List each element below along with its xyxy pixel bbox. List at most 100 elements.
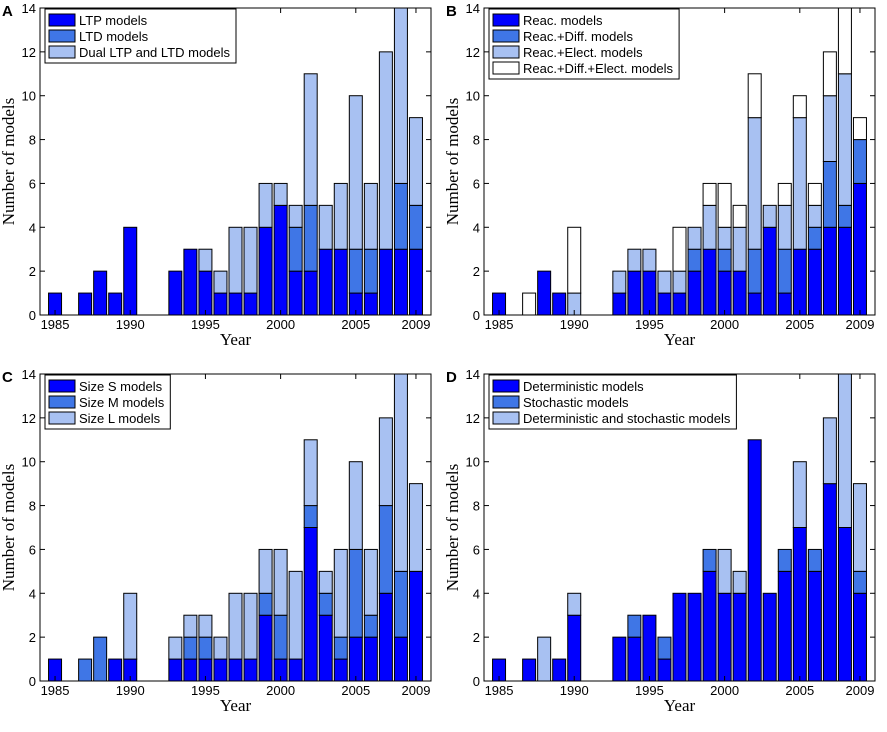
bar-reac-models-1999 (702, 248, 717, 316)
bar-ltp-models-1989 (108, 292, 123, 316)
y-tick-label: 0 (473, 308, 480, 323)
y-tick-label: 0 (29, 308, 36, 323)
legend-label-ltd-models: LTD models (79, 29, 149, 44)
bar-deterministic-models-1996 (657, 658, 672, 682)
bar-dual-ltp-and-ltd-models-2009 (408, 117, 423, 206)
bar-reac-diff-elect-models-2009 (852, 117, 867, 141)
bar-ltp-models-1988 (93, 270, 108, 316)
y-tick-label: 0 (473, 674, 480, 689)
bar-deterministic-models-2005 (792, 527, 807, 682)
bar-ltp-models-2009 (408, 248, 423, 316)
y-tick-label: 12 (466, 411, 480, 426)
bar-dual-ltp-and-ltd-models-2008 (393, 7, 408, 184)
y-tick-label: 8 (473, 499, 480, 514)
bar-ltp-models-1999 (258, 226, 273, 316)
panel-b-chart: 0 2 4 6 8 10 12 14 1985 1990 1995 2000 2005 2009 Year N… (443, 1, 876, 349)
y-tick-label: 10 (22, 455, 36, 470)
bar-deterministic-and-stochastic-models-2000 (717, 548, 732, 594)
y-tick-label: 14 (22, 367, 36, 382)
bar-dual-ltp-and-ltd-models-1998 (243, 226, 258, 294)
bar-size-s-models-2008 (393, 636, 408, 682)
bar-ltp-models-1997 (228, 292, 243, 316)
bar-reac-elect-models-1993 (612, 270, 627, 294)
bar-reac-diff-models-2004 (777, 248, 792, 294)
bar-stochastic-models-1994 (627, 614, 642, 638)
x-axis: 1985 1990 1995 2000 2005 2009 (485, 8, 874, 332)
y-axis: 0 2 4 6 8 10 12 14 (22, 367, 431, 689)
legend-box (44, 8, 237, 64)
x-tick-label: 2000 (710, 683, 739, 698)
bar-ltd-models-2005 (348, 248, 363, 294)
bar-deterministic-models-1997 (672, 592, 687, 682)
bar-size-s-models-1997 (228, 658, 243, 682)
bar-dual-ltp-and-ltd-models-2005 (348, 95, 363, 250)
y-tick-label: 10 (22, 89, 36, 104)
bar-ltp-models-2001 (288, 270, 303, 316)
x-axis-title: Year (220, 696, 252, 715)
bar-ltd-models-2008 (393, 182, 408, 250)
x-tick-label: 1995 (191, 317, 220, 332)
y-tick-label: 10 (466, 89, 480, 104)
plot-frame (39, 7, 432, 316)
bar-size-l-models-2004 (333, 548, 348, 638)
bar-size-m-models-2007 (378, 505, 393, 594)
bar-dual-ltp-and-ltd-models-2000 (273, 182, 288, 206)
bar-size-l-models-1996 (213, 636, 228, 660)
bar-dual-ltp-and-ltd-models-2002 (303, 73, 318, 206)
bar-reac-models-2007 (822, 226, 837, 316)
legend-label-reac-diff-models: Reac.+Diff. models (523, 29, 633, 44)
bar-deterministic-models-1990 (567, 614, 582, 682)
x-tick-label: 2009 (846, 683, 875, 698)
y-axis: 0 2 4 6 8 10 12 14 (22, 1, 431, 323)
bar-dual-ltp-and-ltd-models-2007 (378, 51, 393, 250)
y-tick-label: 2 (473, 264, 480, 279)
legend-swatch-deterministic-and-stochastic-models (492, 411, 520, 425)
bar-reac-diff-models-2007 (822, 161, 837, 228)
x-tick-label: 2005 (341, 317, 370, 332)
bar-deterministic-and-stochastic-models-1990 (567, 592, 582, 616)
bar-dual-ltp-and-ltd-models-1999 (258, 182, 273, 228)
bar-size-m-models-2003 (318, 592, 333, 616)
bar-deterministic-and-stochastic-models-2007 (822, 417, 837, 485)
y-tick-label: 12 (22, 45, 36, 60)
bar-dual-ltp-and-ltd-models-1995 (198, 248, 213, 272)
legend-swatch-ltd-models (48, 29, 76, 43)
bar-size-l-models-2006 (363, 548, 378, 616)
panel-letter: C (2, 369, 13, 386)
bars (492, 7, 867, 316)
bar-size-m-models-1999 (258, 592, 273, 616)
bar-size-l-models-2005 (348, 461, 363, 550)
legend-box (488, 8, 680, 80)
y-tick-label: 0 (29, 674, 36, 689)
bar-reac-diff-models-2006 (807, 226, 822, 250)
legend-label-size-m-models: Size M models (79, 395, 165, 410)
y-tick-label: 4 (29, 220, 36, 235)
x-tick-label: 1995 (635, 683, 664, 698)
bar-reac-elect-models-1999 (702, 204, 717, 250)
bar-reac-diff-elect-models-2001 (732, 204, 747, 228)
bar-deterministic-and-stochastic-models-2008 (837, 373, 852, 528)
bar-reac-models-2000 (717, 270, 732, 316)
y-tick-label: 2 (29, 630, 36, 645)
x-tick-label: 2000 (266, 683, 295, 698)
bar-size-s-models-2005 (348, 636, 363, 682)
bar-dual-ltp-and-ltd-models-2006 (363, 182, 378, 250)
y-tick-label: 4 (473, 220, 480, 235)
y-tick-label: 6 (29, 176, 36, 191)
bar-ltd-models-2002 (303, 204, 318, 272)
bar-reac-elect-models-1995 (642, 248, 657, 272)
y-tick-label: 14 (466, 1, 480, 16)
bar-size-l-models-2001 (288, 570, 303, 660)
bar-size-l-models-2003 (318, 570, 333, 594)
y-tick-label: 2 (29, 264, 36, 279)
bar-reac-diff-elect-models-2007 (822, 51, 837, 97)
y-axis: 0 2 4 6 8 10 12 14 (466, 367, 875, 689)
bar-size-m-models-1995 (198, 636, 213, 660)
legend-swatch-ltp-models (48, 13, 76, 27)
bar-ltd-models-2006 (363, 248, 378, 294)
bar-size-l-models-2009 (408, 483, 423, 572)
bar-ltp-models-1993 (168, 270, 183, 316)
legend-swatch-deterministic-models (492, 379, 520, 393)
